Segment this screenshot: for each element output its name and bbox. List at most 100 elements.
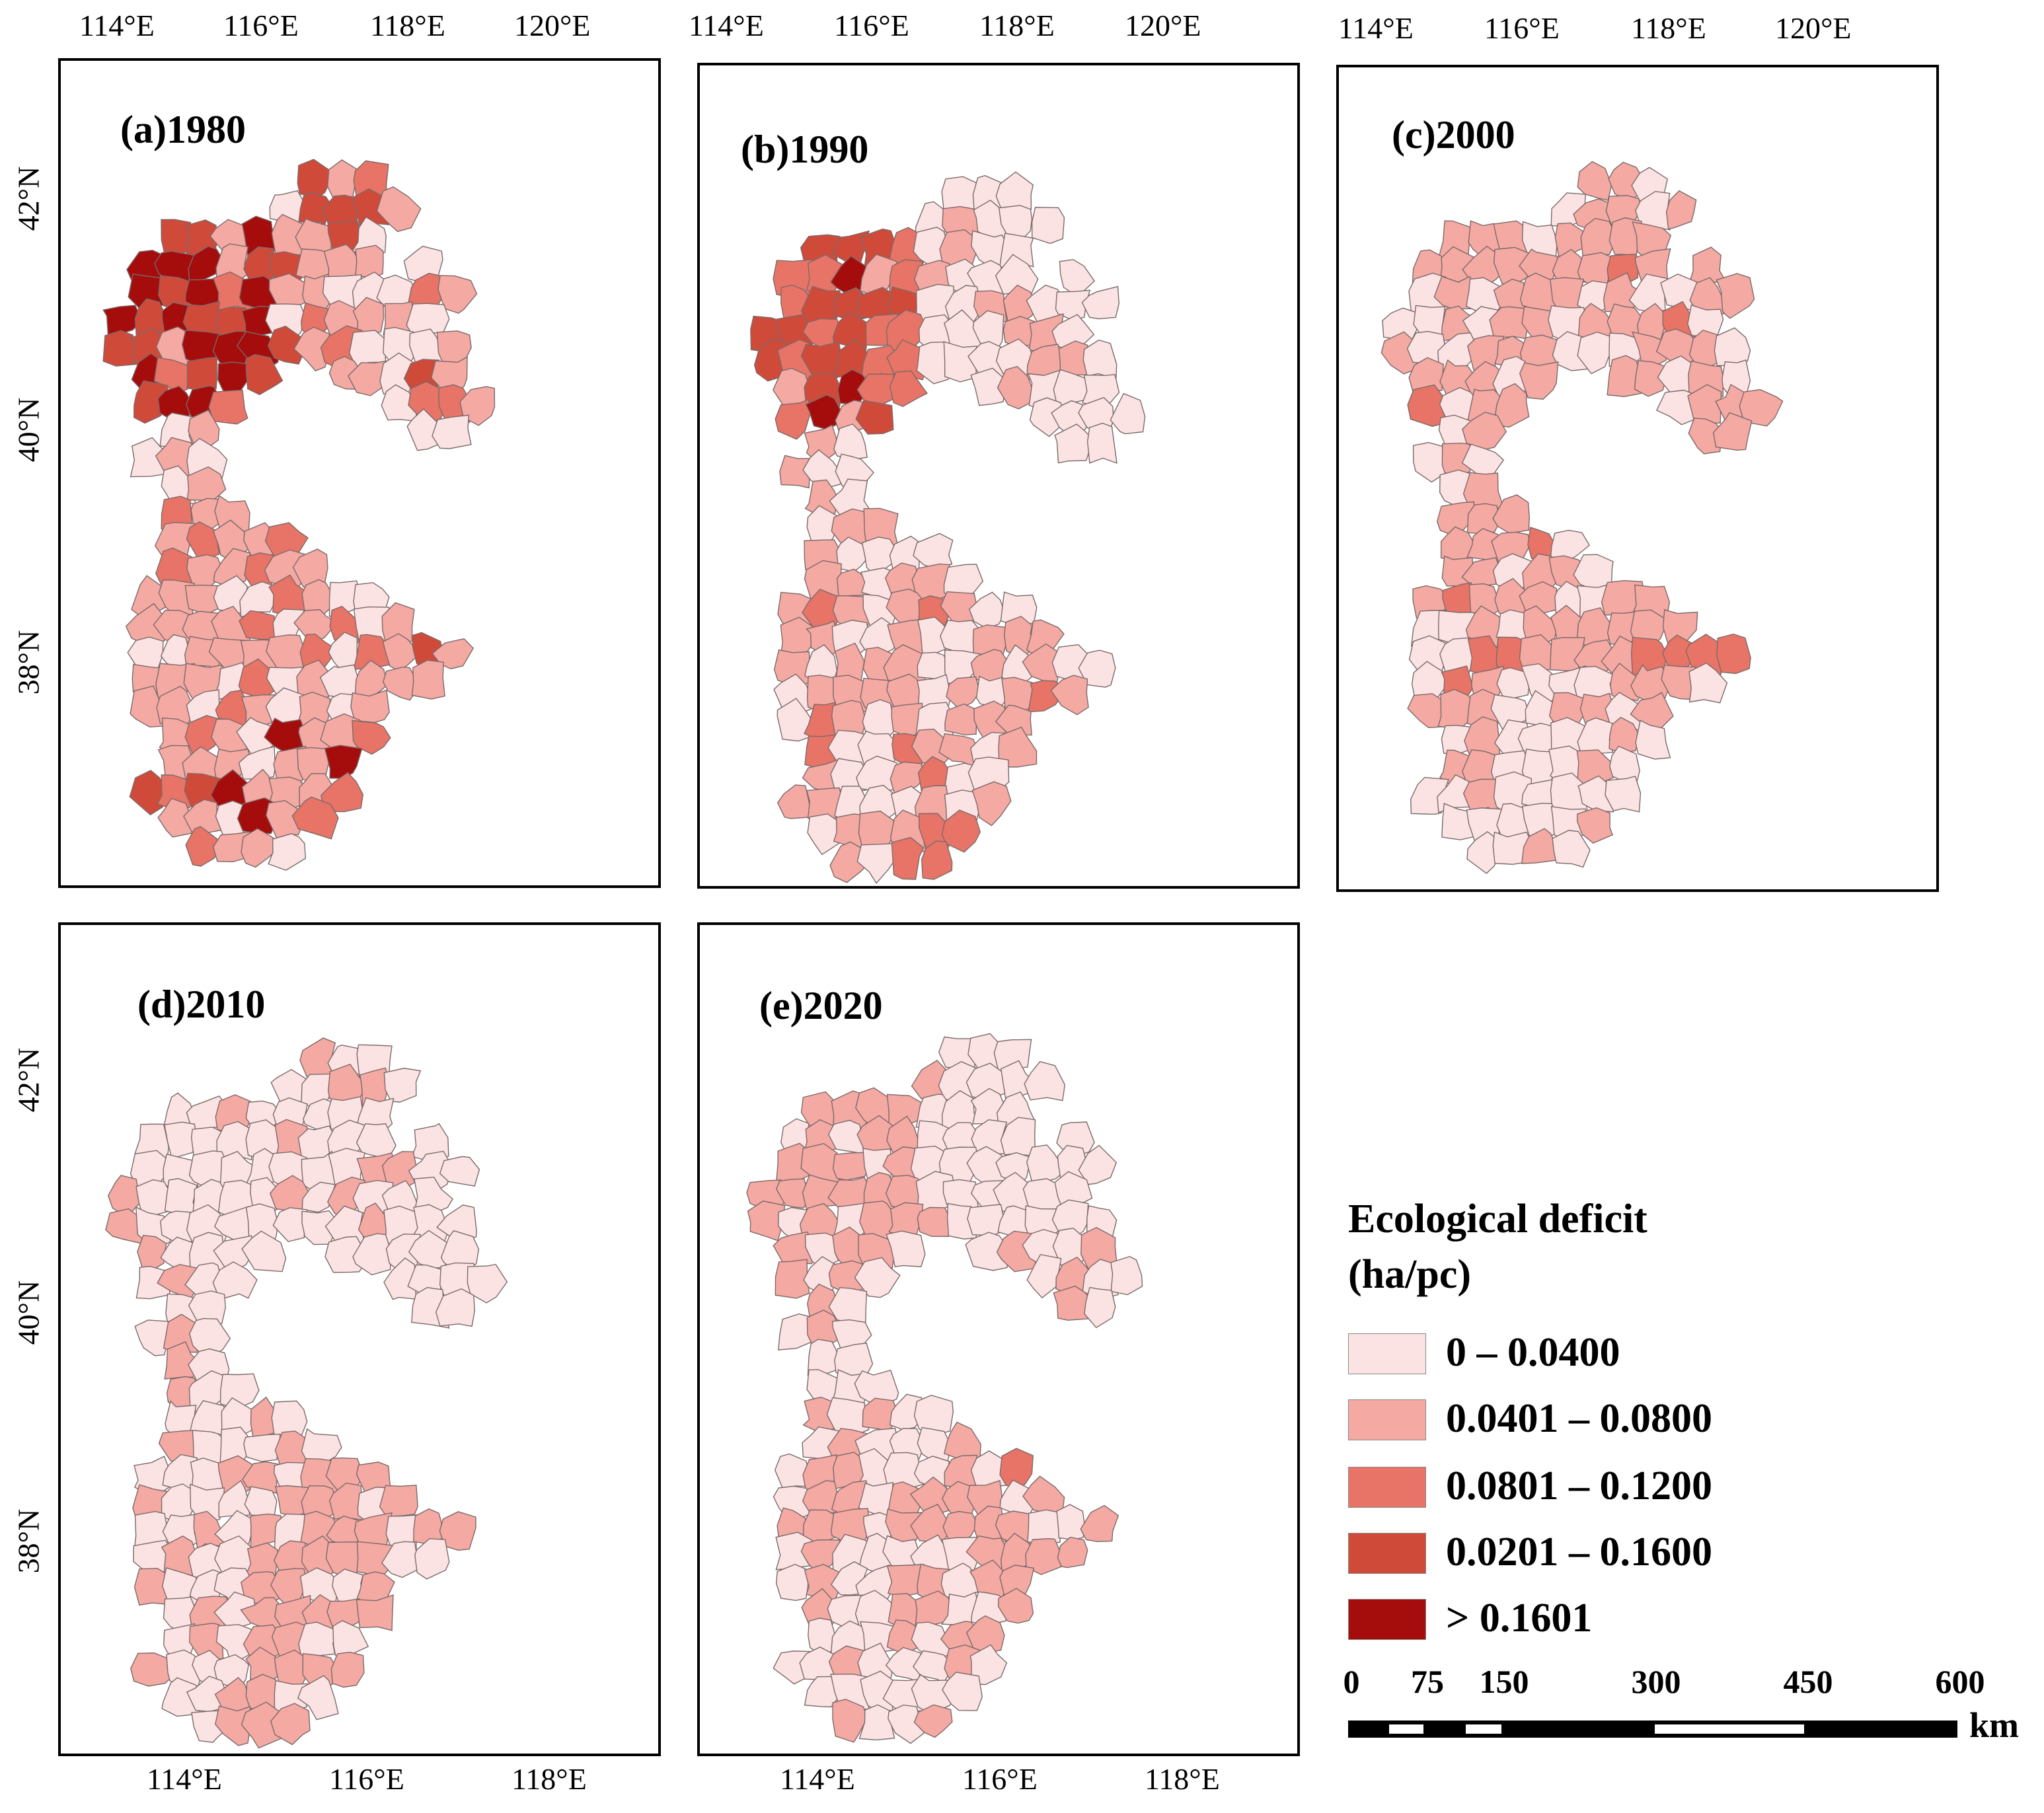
county-polygon [833, 423, 868, 461]
county-polygon [1408, 357, 1444, 394]
scale-label: 450 [1783, 1663, 1833, 1700]
county-polygon [806, 505, 840, 547]
county-polygon [1024, 1060, 1066, 1101]
county-polygon [995, 1152, 1030, 1185]
county-polygon [968, 591, 1006, 629]
county-polygon [779, 455, 815, 489]
scale-unit: km [1969, 1705, 2020, 1745]
county-polygon [1552, 331, 1588, 371]
county-polygon [800, 1539, 841, 1574]
map-panel-2000: (c)2000 [1336, 65, 1939, 892]
county-polygon [858, 1704, 895, 1741]
legend-swatch [1348, 1333, 1426, 1374]
map-panel-2020: (e)2020 [697, 922, 1300, 1756]
legend-title: Ecological deficit [1348, 1197, 1647, 1241]
county-polygon [355, 244, 384, 278]
county-polygon [219, 1426, 254, 1469]
county-polygon [439, 1156, 480, 1187]
county-polygon [350, 689, 390, 723]
county-polygon [293, 326, 332, 372]
county-polygon [1580, 217, 1618, 258]
county-polygon [414, 1538, 450, 1580]
county-polygon [1607, 254, 1640, 285]
county-polygon [1552, 830, 1591, 868]
county-polygon [188, 409, 220, 451]
county-polygon [130, 1652, 176, 1687]
county-polygon [383, 666, 421, 701]
county-polygon [1685, 634, 1724, 675]
county-polygon [999, 233, 1034, 268]
county-polygon [942, 1672, 983, 1711]
county-polygon [242, 1461, 282, 1494]
county-polygon [326, 1176, 365, 1217]
county-polygon [185, 826, 221, 867]
county-polygon [1082, 339, 1117, 380]
scale-label: 600 [1935, 1663, 1985, 1700]
county-polygon [1687, 384, 1722, 424]
county-polygon [1053, 1285, 1094, 1321]
county-polygon [803, 1256, 841, 1298]
county-polygon [1466, 503, 1501, 535]
county-polygon [467, 1263, 508, 1304]
county-polygon [272, 1207, 308, 1242]
lon-tick-118-a: 118°E [370, 9, 445, 42]
county-polygon [1082, 374, 1120, 408]
county-polygon [775, 398, 812, 440]
county-polygon [213, 1591, 257, 1631]
legend-swatch [1348, 1599, 1426, 1640]
scale-label: 75 [1411, 1663, 1444, 1700]
county-polygon [107, 1175, 141, 1218]
county-polygon [946, 676, 981, 710]
county-polygon [324, 745, 363, 779]
lat-tick-38-top: 38°N [11, 630, 46, 695]
county-polygon [352, 297, 385, 338]
county-polygon [212, 1261, 258, 1300]
county-polygon [804, 1676, 838, 1708]
county-polygon [216, 1121, 253, 1162]
county-polygon [164, 1121, 198, 1158]
county-polygon [1635, 191, 1671, 232]
county-polygon [999, 1448, 1034, 1494]
county-polygon [430, 355, 468, 394]
county-polygon [1577, 331, 1614, 375]
panel-label: (c)2000 [1392, 113, 1515, 157]
lon-tick-114-e: 114°E [780, 1762, 855, 1796]
county-polygon [436, 1204, 477, 1243]
county-polygon [137, 1234, 167, 1273]
lon-tick-114-d: 114°E [147, 1762, 222, 1796]
county-polygon [215, 1705, 252, 1746]
county-polygon [969, 1644, 1008, 1685]
county-polygon [1688, 246, 1727, 284]
county-polygon [1713, 412, 1753, 451]
county-polygon [245, 353, 284, 396]
county-polygon [383, 1068, 422, 1103]
lat-tick-42-bottom: 42°N [11, 1047, 46, 1113]
county-polygon [999, 1565, 1035, 1602]
county-polygon [376, 186, 422, 233]
lon-tick-118-e: 118°E [1145, 1762, 1220, 1796]
county-polygon [826, 1397, 870, 1438]
county-polygon [244, 1486, 278, 1516]
county-polygon [330, 1651, 365, 1688]
county-polygon [775, 1259, 810, 1299]
panel-label: (a)1980 [120, 108, 246, 151]
county-polygon [1055, 289, 1091, 321]
county-polygon [997, 1588, 1034, 1624]
county-polygon [856, 842, 898, 884]
county-polygon [293, 609, 338, 642]
county-polygon [125, 603, 167, 649]
county-polygon [775, 1563, 809, 1602]
county-polygon [1080, 1504, 1119, 1542]
county-polygon [1084, 1286, 1116, 1329]
legend-swatch [1348, 1533, 1426, 1574]
legend-label: 0 – 0.0400 [1446, 1330, 1620, 1375]
county-polygon [1688, 360, 1724, 398]
scale-label: 150 [1479, 1663, 1529, 1700]
county-polygon [916, 341, 950, 385]
county-polygon [965, 1615, 1005, 1654]
legend-unit: (ha/pc) [1348, 1252, 1471, 1297]
county-polygon [854, 1370, 899, 1409]
scale-label: 0 [1343, 1663, 1360, 1700]
county-polygon [1086, 422, 1117, 464]
county-polygon [382, 633, 420, 672]
